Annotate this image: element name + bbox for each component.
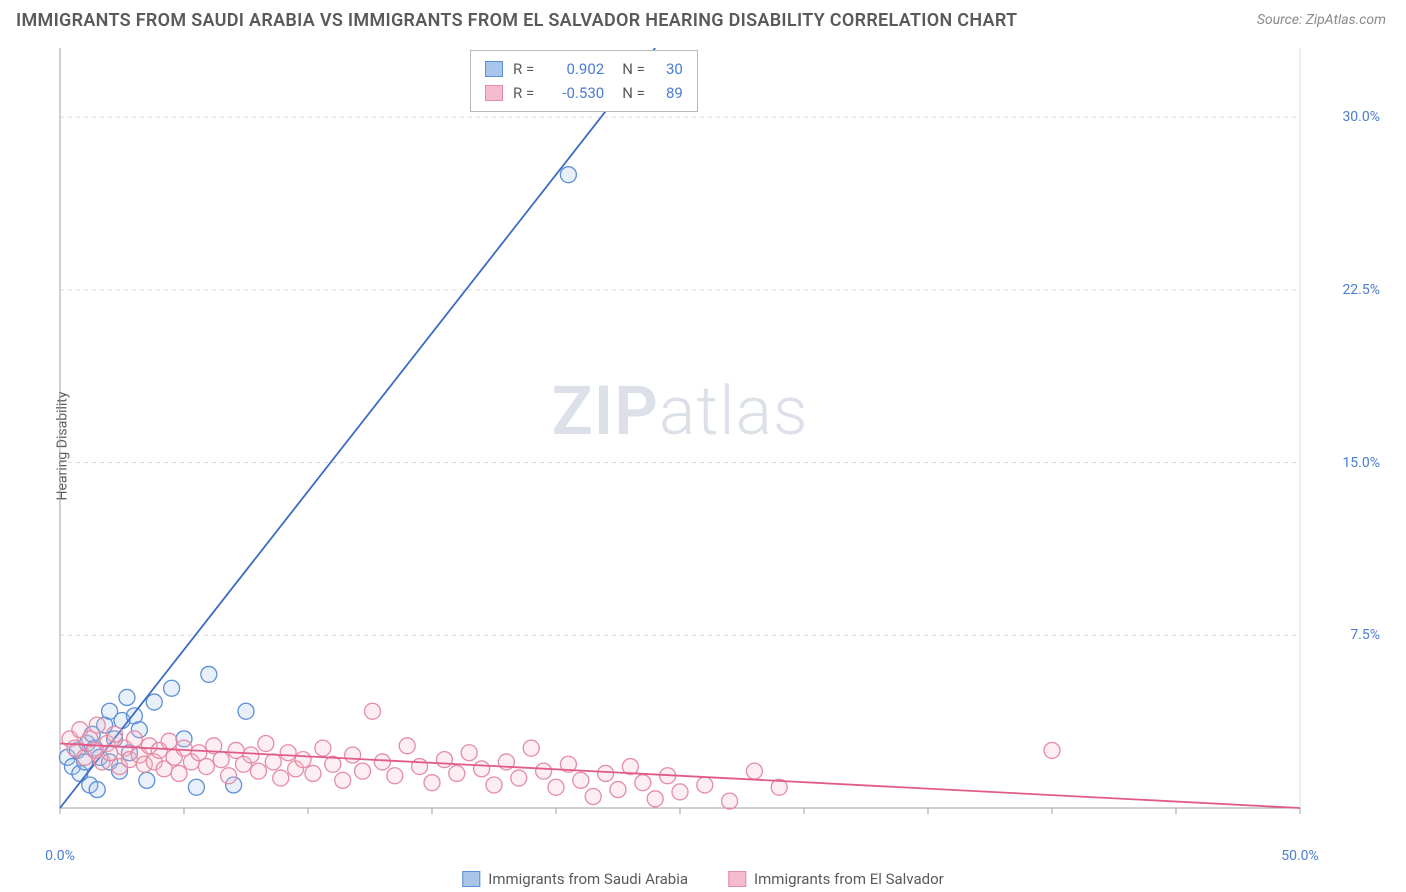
n-label: N = [622, 84, 645, 102]
y-tick-label: 22.5% [1342, 282, 1380, 298]
plot-svg [50, 48, 1310, 838]
bottom-legend: Immigrants from Saudi Arabia Immigrants … [462, 870, 943, 888]
bottom-legend-label-1: Immigrants from El Salvador [754, 870, 944, 888]
bottom-legend-label-0: Immigrants from Saudi Arabia [488, 870, 688, 888]
n-value-0: 30 [655, 60, 683, 78]
x-tick-label: 0.0% [45, 848, 75, 864]
legend-row-0: R = 0.902 N = 30 [485, 57, 683, 81]
r-value-1: -0.530 [544, 84, 604, 102]
bottom-legend-item-0: Immigrants from Saudi Arabia [462, 870, 688, 888]
legend-swatch-1 [485, 85, 503, 101]
bottom-legend-item-1: Immigrants from El Salvador [728, 870, 944, 888]
bottom-legend-swatch-1 [728, 871, 746, 887]
legend-swatch-0 [485, 61, 503, 77]
n-label: N = [622, 60, 645, 78]
y-tick-label: 30.0% [1342, 109, 1380, 125]
chart-container: IMMIGRANTS FROM SAUDI ARABIA VS IMMIGRAN… [0, 0, 1406, 892]
correlation-legend: R = 0.902 N = 30 R = -0.530 N = 89 [470, 50, 698, 112]
y-tick-label: 15.0% [1342, 455, 1380, 471]
x-tick-label: 50.0% [1281, 848, 1319, 864]
source-label: Source: ZipAtlas.com [1257, 12, 1386, 28]
bottom-legend-swatch-0 [462, 871, 480, 887]
y-tick-label: 7.5% [1350, 627, 1380, 643]
legend-row-1: R = -0.530 N = 89 [485, 81, 683, 105]
r-label: R = [513, 84, 534, 102]
plot-area: ZIPatlas 7.5%15.0%22.5%30.0% 0.0%50.0% [50, 48, 1310, 838]
chart-title: IMMIGRANTS FROM SAUDI ARABIA VS IMMIGRAN… [16, 10, 1017, 31]
r-label: R = [513, 60, 534, 78]
r-value-0: 0.902 [544, 60, 604, 78]
n-value-1: 89 [655, 84, 683, 102]
